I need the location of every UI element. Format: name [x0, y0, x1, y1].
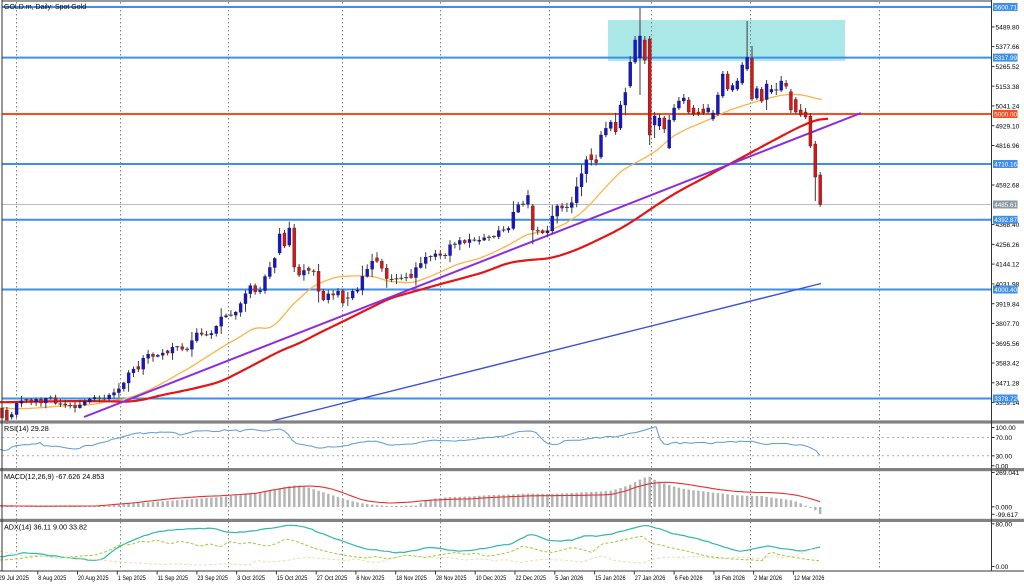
- svg-text:22 Dec 2025: 22 Dec 2025: [516, 575, 547, 582]
- svg-text:3471.28: 3471.28: [996, 380, 1020, 387]
- svg-text:23 Sep 2025: 23 Sep 2025: [197, 575, 228, 582]
- svg-text:269.041: 269.041: [996, 470, 1020, 477]
- svg-text:80.00: 80.00: [996, 521, 1013, 528]
- svg-text:4929.10: 4929.10: [996, 123, 1020, 130]
- svg-text:5600.71: 5600.71: [994, 4, 1017, 11]
- svg-text:5377.66: 5377.66: [996, 44, 1020, 51]
- svg-text:5153.38: 5153.38: [996, 84, 1020, 91]
- svg-text:100.00: 100.00: [996, 425, 1017, 432]
- svg-text:2 Mar 2026: 2 Mar 2026: [754, 575, 782, 582]
- svg-text:4816.96: 4816.96: [996, 143, 1020, 150]
- svg-text:0.00: 0.00: [996, 463, 1009, 470]
- svg-text:4256.26: 4256.26: [996, 242, 1020, 249]
- svg-text:10 Dec 2025: 10 Dec 2025: [476, 575, 507, 582]
- svg-text:4710.16: 4710.16: [994, 161, 1017, 168]
- svg-text:3378.72: 3378.72: [994, 396, 1017, 403]
- svg-text:4144.12: 4144.12: [996, 262, 1020, 269]
- svg-text:4031.98: 4031.98: [996, 282, 1020, 289]
- svg-text:27 Jan 2026: 27 Jan 2026: [635, 575, 666, 582]
- svg-text:5489.80: 5489.80: [996, 25, 1020, 32]
- svg-text:0.000: 0.000: [996, 504, 1013, 511]
- svg-text:28 Nov 2025: 28 Nov 2025: [436, 575, 467, 582]
- svg-text:3583.42: 3583.42: [996, 361, 1020, 368]
- svg-text:4592.68: 4592.68: [996, 183, 1020, 190]
- svg-text:3919.84: 3919.84: [996, 301, 1020, 308]
- svg-text:18 Feb 2026: 18 Feb 2026: [714, 575, 745, 582]
- svg-text:70.00: 70.00: [996, 435, 1013, 442]
- svg-text:15 Oct 2025: 15 Oct 2025: [277, 575, 308, 582]
- svg-text:GOLD.m, Daily: Spot Gold: GOLD.m, Daily: Spot Gold: [4, 4, 86, 11]
- svg-text:6 Nov 2025: 6 Nov 2025: [356, 575, 384, 582]
- svg-text:8 Aug 2025: 8 Aug 2025: [38, 575, 66, 582]
- svg-text:18 Nov 2025: 18 Nov 2025: [396, 575, 427, 582]
- svg-text:ADX(14) 36.11 9.00 33.82: ADX(14) 36.11 9.00 33.82: [4, 523, 87, 532]
- svg-text:3 Oct 2025: 3 Oct 2025: [237, 575, 265, 582]
- svg-text:11 Sep 2025: 11 Sep 2025: [158, 575, 189, 582]
- svg-text:3695.56: 3695.56: [996, 341, 1020, 348]
- svg-text:4392.87: 4392.87: [994, 217, 1017, 224]
- svg-text:12 Mar 2026: 12 Mar 2026: [794, 575, 825, 582]
- svg-text:4485.61: 4485.61: [994, 202, 1017, 209]
- svg-text:RSI(14) 29.28: RSI(14) 29.28: [4, 424, 49, 433]
- svg-text:1 Sep 2025: 1 Sep 2025: [118, 575, 146, 582]
- svg-text:5000.00: 5000.00: [994, 111, 1017, 118]
- svg-text:30.00: 30.00: [996, 453, 1013, 460]
- svg-text:5317.99: 5317.99: [994, 55, 1017, 62]
- svg-text:6 Feb 2026: 6 Feb 2026: [675, 575, 703, 582]
- svg-text:4368.40: 4368.40: [996, 222, 1020, 229]
- svg-text:27 Oct 2025: 27 Oct 2025: [317, 575, 348, 582]
- svg-text:5265.52: 5265.52: [996, 64, 1020, 71]
- svg-text:MACD(12,26,9) -67.626 24.853: MACD(12,26,9) -67.626 24.853: [4, 472, 104, 481]
- svg-text:5 Jan 2026: 5 Jan 2026: [555, 575, 583, 582]
- svg-text:29 Jul 2025: 29 Jul 2025: [0, 575, 29, 582]
- svg-text:5041.24: 5041.24: [996, 104, 1020, 111]
- svg-text:-99.617: -99.617: [996, 512, 1019, 519]
- svg-text:15 Jan 2026: 15 Jan 2026: [595, 575, 626, 582]
- svg-text:0.00: 0.00: [996, 564, 1009, 571]
- svg-text:3359.14: 3359.14: [996, 400, 1020, 407]
- svg-text:4000.40: 4000.40: [994, 287, 1017, 294]
- svg-text:20 Aug 2025: 20 Aug 2025: [78, 575, 109, 582]
- svg-text:3807.70: 3807.70: [996, 321, 1020, 328]
